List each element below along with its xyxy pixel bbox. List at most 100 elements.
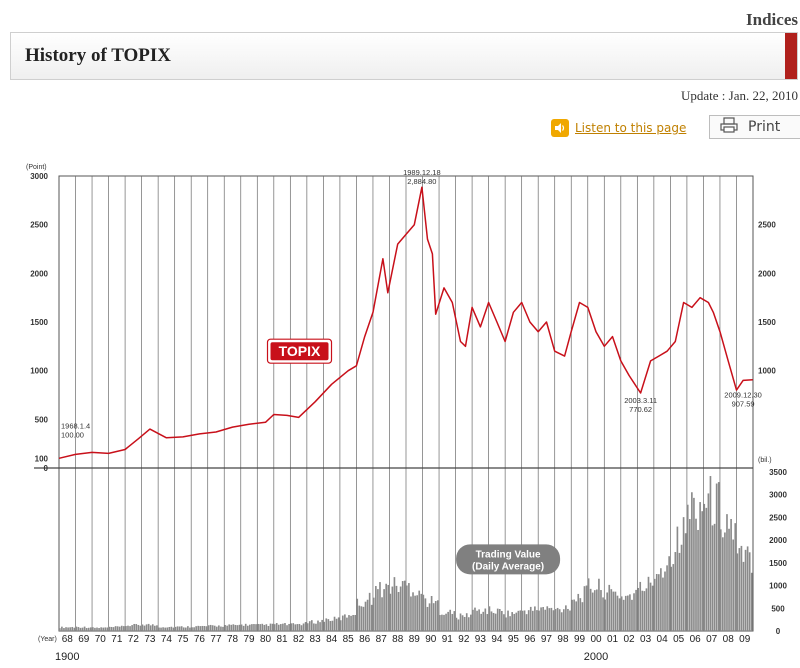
trading-value-bar [360, 606, 363, 631]
trading-value-bar [556, 607, 559, 631]
trading-value-bar [664, 571, 666, 631]
trading-value-bar [744, 549, 747, 631]
trading-value-bar [344, 614, 346, 631]
trading-value-bar [65, 627, 67, 631]
listen-label[interactable]: Listen to this page [575, 121, 687, 135]
print-button[interactable]: Print [709, 115, 800, 139]
listen-link[interactable]: Listen to this page [551, 118, 686, 138]
trading-value-bar [377, 589, 379, 631]
trading-value-bar [63, 628, 65, 631]
trading-value-bar [680, 544, 683, 631]
trading-value-bar [104, 627, 107, 631]
bar-ytick-label: 2500 [769, 513, 787, 522]
bar-ytick-label: 1500 [769, 559, 787, 568]
x-axis-label: (Year) [38, 636, 57, 643]
trading-value-bar [232, 624, 235, 631]
x-tick-label: 86 [359, 634, 371, 645]
trading-value-bar [59, 628, 61, 631]
trading-value-bar [432, 603, 435, 631]
trading-value-bar [282, 623, 284, 631]
x-tick-label: 06 [690, 634, 702, 645]
trading-value-bar [498, 609, 501, 631]
trading-value-bar [713, 523, 716, 631]
trading-value-bar [255, 624, 257, 631]
trading-value-bar [494, 613, 497, 631]
trading-value-bar [443, 614, 445, 631]
trading-badge-line2: (Daily Average) [472, 561, 544, 572]
x-tick-label: 91 [442, 634, 454, 645]
trading-value-bar [75, 626, 78, 631]
trading-value-bar [552, 610, 555, 631]
x-tick-label: 70 [95, 634, 107, 645]
x-tick-label: 77 [210, 634, 222, 645]
trading-value-bar [610, 589, 613, 631]
bar-ylabel: (bil.) [758, 457, 772, 464]
trading-value-bar [455, 617, 458, 631]
x-tick-label: 78 [227, 634, 239, 645]
trading-value-bar [166, 627, 169, 631]
trading-value-bar [92, 627, 94, 631]
trading-value-bar [527, 610, 530, 631]
x-tick-label: 89 [409, 634, 421, 645]
x-tick-label: 98 [557, 634, 569, 645]
trading-value-bar [643, 591, 646, 631]
trading-value-bar [472, 609, 474, 631]
trading-value-bar [397, 592, 400, 631]
trading-value-bar [236, 625, 239, 631]
trading-value-bar [560, 612, 563, 631]
trading-value-bar [73, 627, 76, 631]
title-bar: History of TOPIX [10, 32, 798, 80]
trading-value-bar [695, 518, 697, 631]
trading-value-bar [273, 624, 276, 631]
x-tick-label: 97 [541, 634, 553, 645]
trading-value-bar [403, 580, 406, 631]
trading-value-bar [606, 592, 608, 631]
trading-value-bar [748, 552, 751, 631]
trading-value-bar [158, 627, 160, 631]
x-tick-label: 90 [425, 634, 437, 645]
trading-value-bar [633, 593, 635, 631]
trading-value-bar [406, 585, 408, 631]
trading-value-bar [569, 610, 571, 631]
trading-value-bar [699, 502, 701, 631]
trading-value-bar [69, 627, 71, 631]
line-ytick-label: 1000 [30, 367, 48, 376]
trading-value-bar [424, 598, 427, 631]
trading-value-bar [653, 578, 656, 631]
x-tick-label: 99 [574, 634, 586, 645]
trading-value-bar [618, 598, 621, 631]
trading-value-bar [662, 577, 664, 631]
print-label[interactable]: Print [748, 119, 781, 135]
trading-value-bar [738, 548, 741, 631]
x-tick-label: 03 [640, 634, 652, 645]
trading-value-bar [108, 626, 111, 631]
trading-value-bar [110, 626, 113, 631]
trading-value-bar [275, 623, 278, 631]
trading-value-bar [162, 627, 164, 631]
trading-value-bar [507, 610, 509, 631]
trading-value-bar [263, 624, 266, 631]
trading-value-bar [401, 581, 404, 631]
trading-value-bar [734, 523, 737, 631]
trading-value-bar [154, 625, 156, 631]
trading-value-bar [529, 606, 532, 631]
trading-value-bar [191, 627, 193, 631]
topix-line [58, 186, 753, 460]
trading-value-bar [127, 625, 129, 631]
x-tick-label: 95 [508, 634, 520, 645]
trading-value-bar [647, 576, 650, 631]
trading-value-bar [668, 556, 670, 631]
trading-value-bar [476, 610, 478, 631]
trading-value-bar [722, 537, 724, 631]
trading-value-bar [707, 493, 710, 631]
trading-value-bar [686, 504, 689, 631]
annotation-value: 907.59 [732, 400, 755, 409]
trading-value-bar [393, 577, 396, 631]
trading-value-bar [222, 626, 224, 631]
trading-value-bar [372, 597, 375, 631]
line-ytick-label: 0 [44, 464, 49, 473]
trading-value-bar [135, 624, 138, 631]
trading-value-bar [308, 621, 311, 631]
trading-value-bar [288, 623, 290, 631]
trading-value-bar [71, 626, 74, 631]
